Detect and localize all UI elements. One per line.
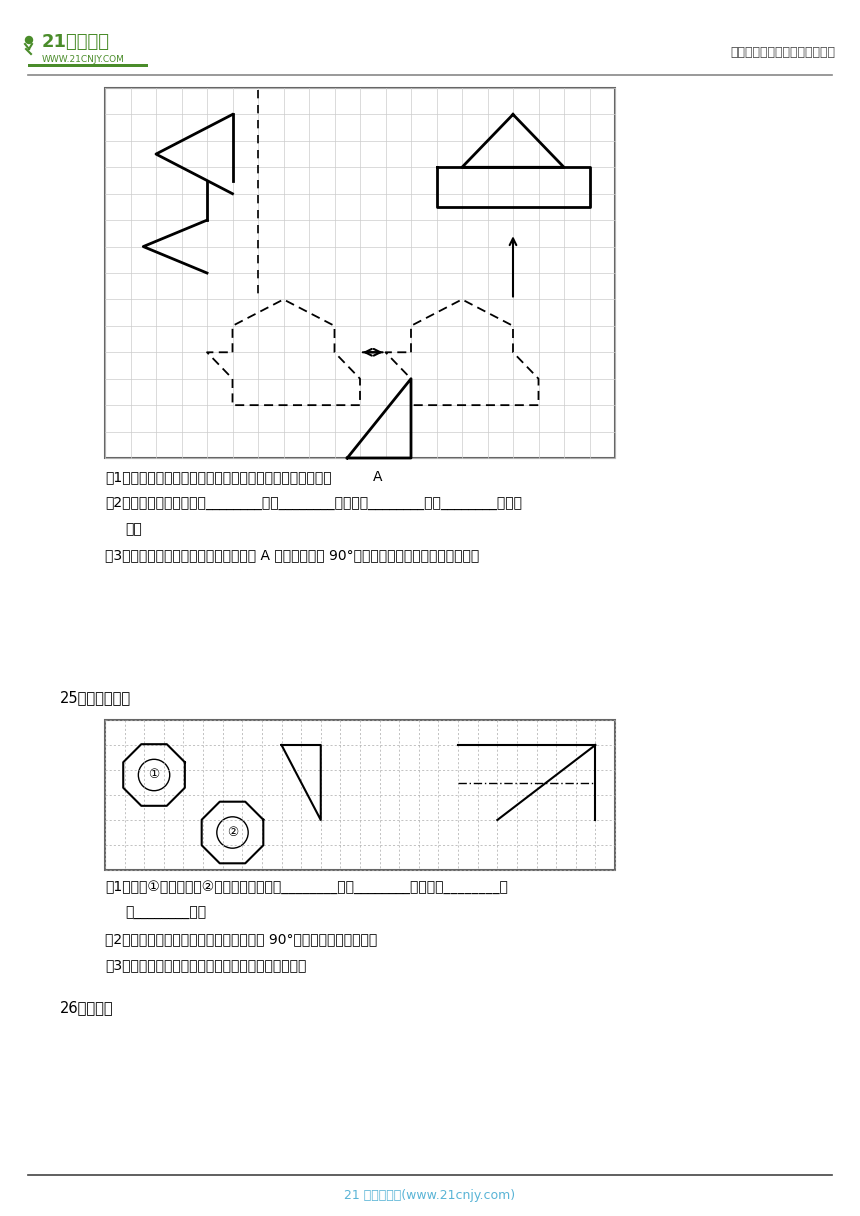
Text: （2）图中的小船是经过向________平移________格，再向________平移________格得来: （2）图中的小船是经过向________平移________格，再向______… (105, 496, 522, 510)
Text: （1）沿虚线画出图形的另一半，使它成为一个轴对称图形。: （1）沿虚线画出图形的另一半，使它成为一个轴对称图形。 (105, 471, 332, 484)
Text: ②: ② (227, 826, 238, 839)
Text: 移________格。: 移________格。 (125, 906, 206, 921)
Bar (105, 88, 615, 458)
Circle shape (217, 817, 249, 849)
Text: 21世纪教育: 21世纪教育 (42, 33, 110, 51)
Bar (105, 720, 615, 869)
Text: A: A (373, 471, 383, 484)
Text: 中小学教育资源及组卷应用平台: 中小学教育资源及组卷应用平台 (730, 45, 835, 58)
Text: （2）把三角形绕它的直角顶点逆时针旋转 90°，画出旋转后的图形。: （2）把三角形绕它的直角顶点逆时针旋转 90°，画出旋转后的图形。 (105, 931, 378, 946)
Text: 25．填填，画画: 25．填填，画画 (60, 689, 131, 705)
Text: （3）右边是一个等腰梯形的一半，画出它的另一半。: （3）右边是一个等腰梯形的一半，画出它的另一半。 (105, 958, 306, 972)
Text: （3）先将三角形向左平移三格，然后绕 A 点逆时针旋转 90°，在方格纸中画出旋转后的图形。: （3）先将三角形向左平移三格，然后绕 A 点逆时针旋转 90°，在方格纸中画出旋… (105, 548, 479, 562)
Text: 的。: 的。 (125, 522, 142, 536)
Circle shape (26, 36, 33, 44)
Text: （1）图形①平移到图形②的位置，可以先向________平移________格，再向________平: （1）图形①平移到图形②的位置，可以先向________平移________格，… (105, 880, 508, 894)
Text: ①: ① (149, 769, 160, 782)
Text: 26．操作题: 26．操作题 (60, 1000, 114, 1015)
Bar (28, 64, 148, 67)
Text: WWW.21CNJY.COM: WWW.21CNJY.COM (42, 56, 125, 64)
Text: 21 世纪教育网(www.21cnjy.com): 21 世纪教育网(www.21cnjy.com) (345, 1188, 515, 1201)
Circle shape (138, 759, 169, 790)
